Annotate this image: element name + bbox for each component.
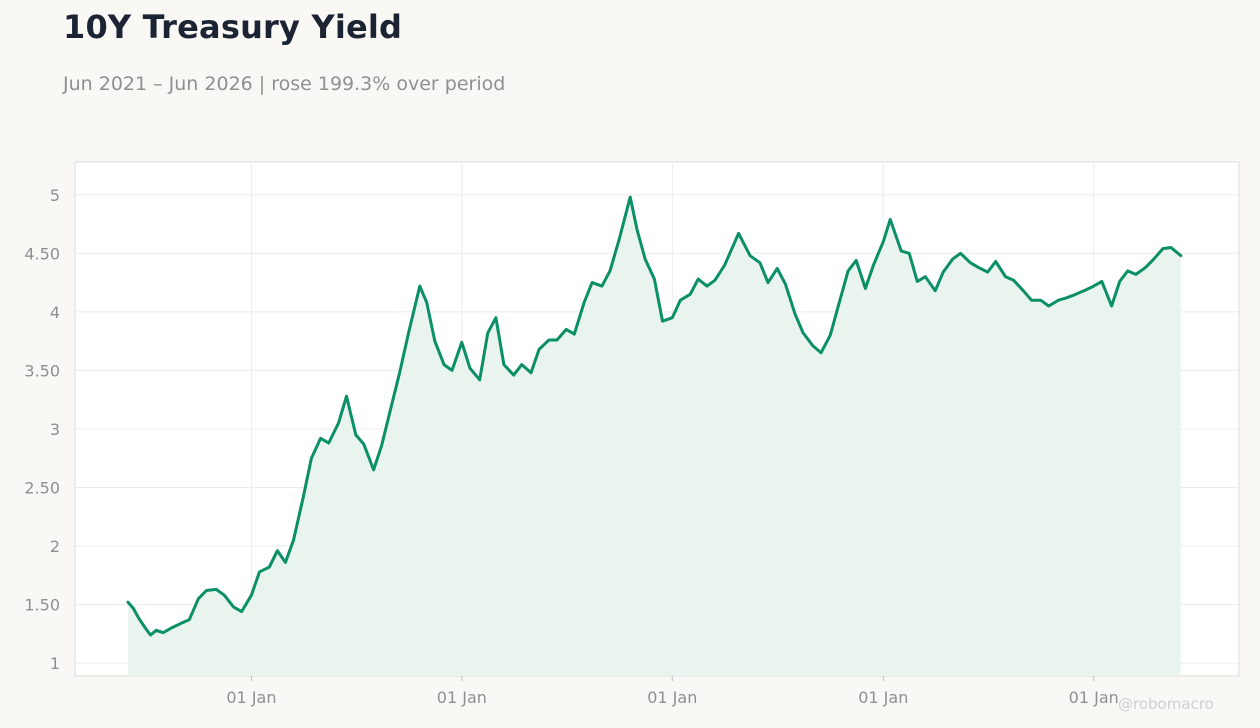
x-tick-label: 01 Jan [1069,688,1119,707]
series-area-fill [128,197,1181,676]
y-tick-label: 1 [50,654,60,673]
y-tick-label: 3 [50,420,60,439]
x-tick-label: 01 Jan [647,688,697,707]
y-tick-label: 3.50 [24,361,60,380]
x-tick-label: 01 Jan [226,688,276,707]
y-tick-label: 1.50 [24,596,60,615]
y-tick-label: 2 [50,537,60,556]
y-axis: 1 1.50 2 2.50 3 3.50 4 4.50 5 [24,186,60,673]
y-tick-label: 5 [50,186,60,205]
x-axis: 01 Jan 01 Jan 01 Jan 01 Jan 01 Jan [226,676,1119,707]
chart-subtitle: Jun 2021 – Jun 2026 | rose 199.3% over p… [63,73,506,95]
y-tick-label: 4.50 [24,244,60,263]
chart-title: 10Y Treasury Yield [63,8,403,46]
watermark: @robomacro [1118,695,1214,713]
series-line [126,195,1183,637]
y-tick-label: 4 [50,303,60,322]
y-tick-label: 2.50 [24,478,60,497]
x-tick-label: 01 Jan [858,688,908,707]
x-tick-label: 01 Jan [437,688,487,707]
